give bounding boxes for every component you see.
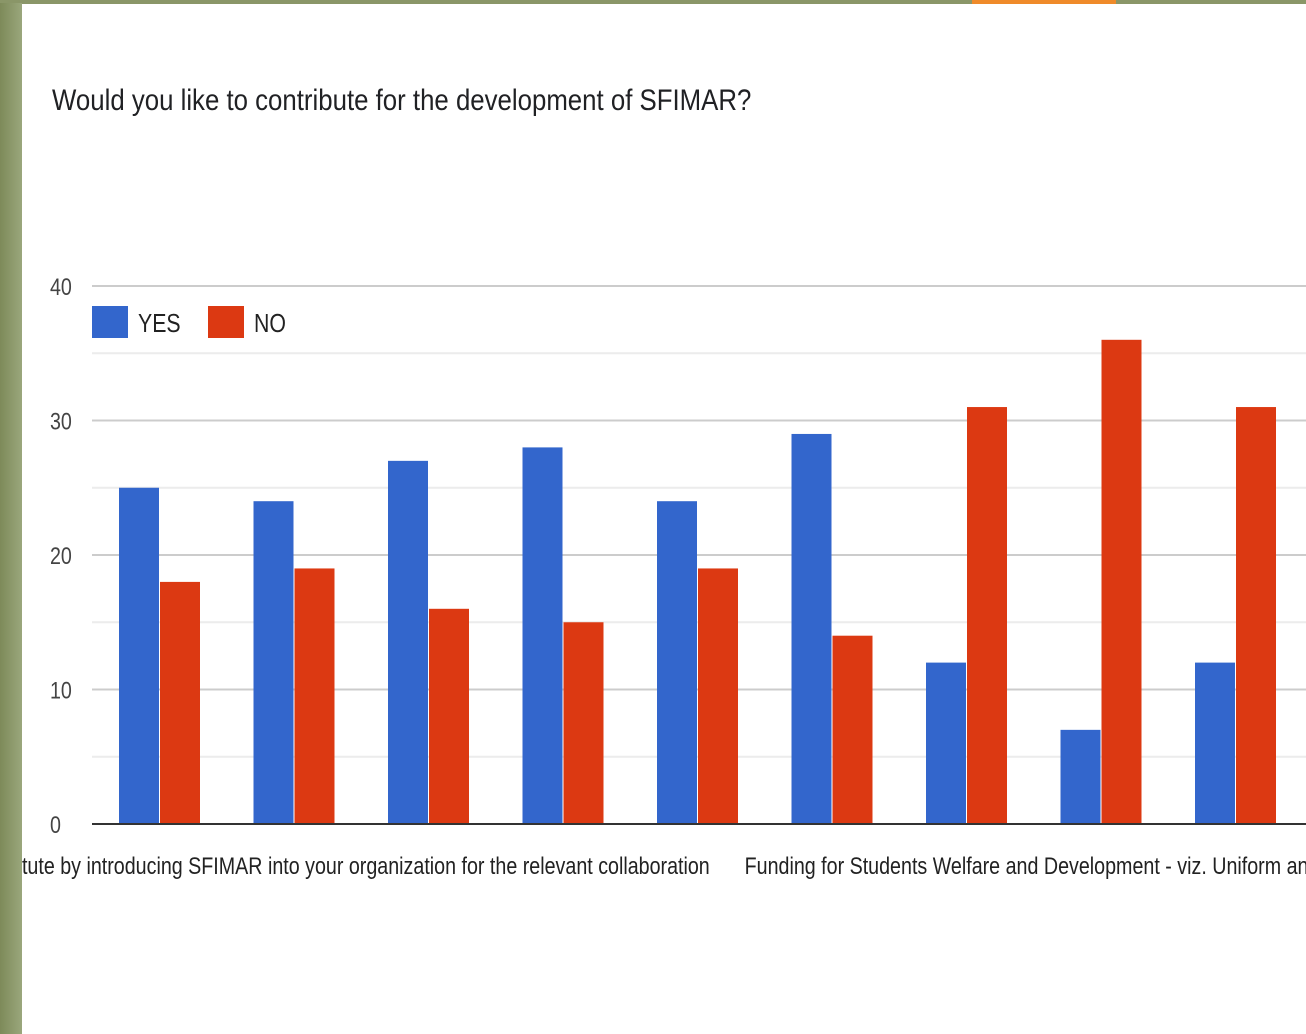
- y-tick-label: 0: [50, 811, 61, 838]
- x-category-label: stitute by introducing SFIMAR into your …: [22, 852, 710, 879]
- slide-frame-top: [0, 0, 1306, 3]
- y-tick-label: 20: [50, 542, 72, 569]
- bar-yes-7: [926, 662, 966, 824]
- bar-yes-3: [388, 460, 428, 824]
- axes: 0 10 20 30 40 stitute by introducing SFIMAR i…: [22, 273, 1306, 879]
- chart-card: Would you like to contribute for the dev…: [22, 4, 1306, 1034]
- x-category-label: Funding for Students Welfare and Develop…: [745, 852, 1306, 879]
- bar-yes-1: [119, 487, 159, 824]
- chart-title: Would you like to contribute for the dev…: [52, 84, 752, 117]
- y-tick-label: 10: [50, 677, 72, 704]
- slide-frame-left: [0, 0, 22, 1034]
- chart-canvas: 0 10 20 30 40 stitute by introducing SFIMAR i…: [22, 273, 1306, 879]
- bar-no-3: [429, 608, 469, 824]
- bar-yes-8: [1060, 729, 1101, 824]
- legend-swatch-no: [208, 306, 244, 338]
- legend: YES NO: [92, 306, 286, 339]
- bar-no-8: [1101, 339, 1142, 824]
- legend-swatch-yes: [92, 306, 128, 338]
- bar-no-4: [563, 622, 604, 824]
- bar-no-9: [1236, 407, 1276, 824]
- bar-no-6: [832, 635, 873, 824]
- bar-no-2: [294, 568, 335, 824]
- bars: [119, 339, 1276, 824]
- bar-no-7: [967, 407, 1007, 824]
- legend-label-yes: YES: [138, 309, 181, 339]
- bar-no-1: [160, 581, 200, 824]
- bar-yes-2: [253, 501, 294, 824]
- y-tick-label: 30: [50, 408, 72, 435]
- y-tick-label: 40: [50, 273, 72, 300]
- bar-yes-6: [791, 433, 832, 824]
- bar-no-5: [698, 568, 738, 824]
- bar-yes-4: [522, 447, 563, 824]
- bar-yes-5: [657, 501, 697, 824]
- legend-label-no: NO: [254, 309, 286, 339]
- bar-yes-9: [1195, 662, 1235, 824]
- slide-accent-bar: [972, 0, 1116, 4]
